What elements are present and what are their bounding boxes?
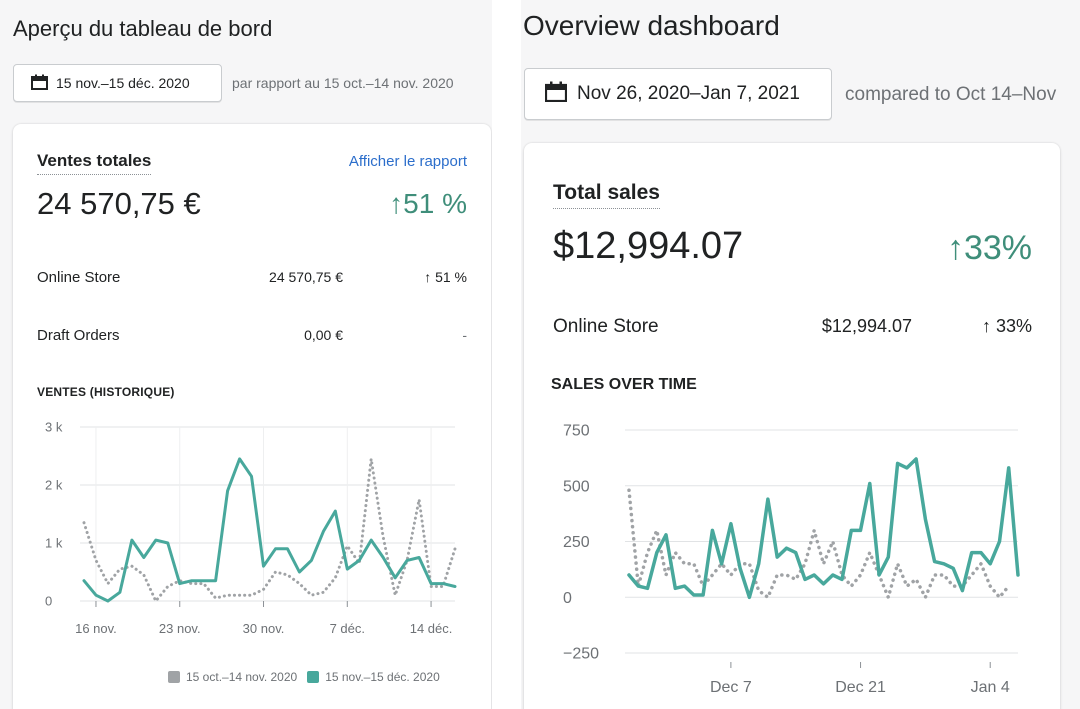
page-title: Aperçu du tableau de bord <box>13 16 273 41</box>
x-tick-label: 23 nov. <box>159 621 201 636</box>
y-tick-label: 250 <box>563 534 590 551</box>
series-line-previous <box>82 457 457 603</box>
x-tick-label: 16 nov. <box>75 621 117 636</box>
y-tick-label: 2 k <box>45 478 63 493</box>
total-sales-change: ↑33% <box>946 229 1032 267</box>
row-value: 0,00 € <box>304 327 343 343</box>
y-tick-label: 1 k <box>45 536 63 551</box>
card-title: Ventes totales <box>37 151 152 175</box>
row-change: ↑ 33% <box>981 316 1032 336</box>
total-sales-card: Total sales $12,994.07 ↑33% Online Store… <box>524 143 1060 709</box>
x-tick-label: 14 déc. <box>410 621 453 636</box>
row-label: Online Store <box>37 269 121 286</box>
sales-over-time-chart: −250 0 250 500 750 Dec 7 Dec 21 Jan 4 <box>563 423 1020 696</box>
row-value: 24 570,75 € <box>269 269 343 285</box>
chart-title: VENTES (HISTORIQUE) <box>37 385 175 399</box>
x-tick-label: Dec 21 <box>835 679 886 696</box>
legend-swatch-current <box>307 671 320 683</box>
panel-divider <box>492 0 521 709</box>
date-range-label: Nov 26, 2020–Jan 7, 2021 <box>577 83 800 104</box>
y-tick-label: 500 <box>563 478 590 495</box>
chart-title: SALES OVER TIME <box>551 376 697 393</box>
y-tick-label: −250 <box>563 646 599 663</box>
x-tick-label: Dec 7 <box>710 679 752 696</box>
legend-label: 15 oct.–14 nov. 2020 <box>186 670 298 684</box>
chart-legend: 15 oct.–14 nov. 2020 15 nov.–15 déc. 202… <box>168 670 440 684</box>
total-sales-value: 24 570,75 € <box>37 186 201 221</box>
legend-swatch-previous <box>168 671 180 683</box>
row-label: Online Store <box>553 316 659 337</box>
x-tick-label: 30 nov. <box>243 621 285 636</box>
x-tick-label: 7 déc. <box>330 621 365 636</box>
card-title: Total sales <box>553 181 660 209</box>
view-report-link[interactable]: Afficher le rapport <box>348 153 467 170</box>
total-sales-value: $12,994.07 <box>553 225 744 267</box>
date-range-button[interactable]: 15 nov.–15 déc. 2020 <box>13 64 222 102</box>
date-range-label: 15 nov.–15 déc. 2020 <box>56 75 190 91</box>
dashboard-panel-fr: Aperçu du tableau de bord 15 nov.–15 déc… <box>0 0 492 709</box>
y-tick-label: 0 <box>45 594 52 609</box>
sales-over-time-chart: 0 1 k 2 k 3 k 16 nov. 23 nov. 30 nov. 7 déc. 14 … <box>45 420 457 636</box>
series-line-previous <box>627 488 1011 600</box>
compare-period-text: compared to Oct 14–Nov <box>845 84 1057 105</box>
calendar-icon <box>31 74 48 93</box>
date-range-button[interactable]: Nov 26, 2020–Jan 7, 2021 <box>524 68 832 120</box>
page-title: Overview dashboard <box>523 10 780 41</box>
series-line-current <box>82 457 457 603</box>
calendar-icon <box>544 81 568 108</box>
compare-period-text: par rapport au 15 oct.–14 nov. 2020 <box>232 75 454 91</box>
series-line-current <box>627 457 1020 600</box>
y-tick-label: 0 <box>563 590 572 607</box>
row-change: - <box>462 327 467 343</box>
x-tick-label: Jan 4 <box>971 679 1010 696</box>
row-change: ↑ 51 % <box>424 269 467 285</box>
row-value: $12,994.07 <box>821 316 912 336</box>
row-label: Draft Orders <box>37 327 120 344</box>
y-tick-label: 3 k <box>45 420 63 435</box>
total-sales-change: ↑51 % <box>389 188 467 219</box>
y-tick-label: 750 <box>563 423 590 440</box>
total-sales-card: Ventes totales Afficher le rapport 24 57… <box>13 124 491 709</box>
dashboard-panel-en: Overview dashboard Nov 26, 2020–Jan 7, 2… <box>521 0 1080 709</box>
legend-label: 15 nov.–15 déc. 2020 <box>325 670 440 684</box>
